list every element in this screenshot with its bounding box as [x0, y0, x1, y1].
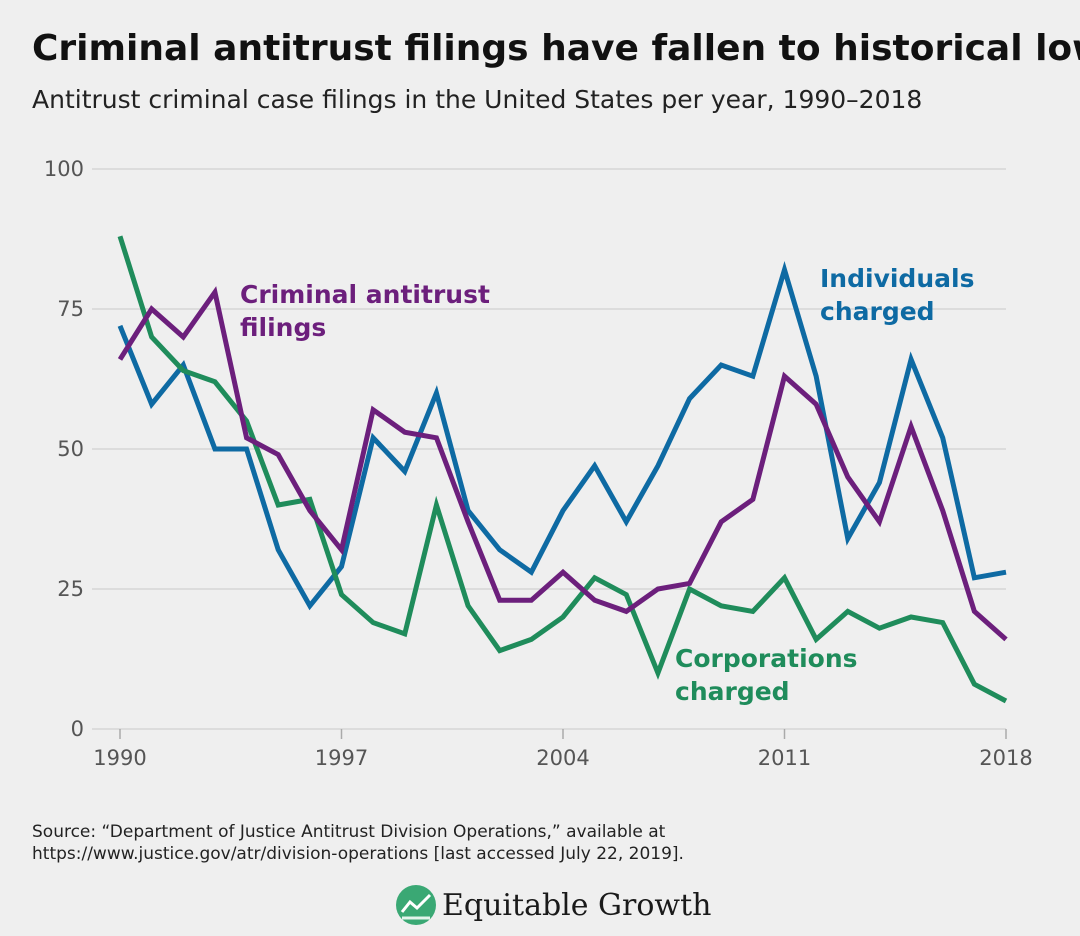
y-tick-label: 100	[44, 157, 84, 181]
series-label-text: Criminal antitrust filings	[240, 280, 490, 342]
logo-icon	[396, 885, 436, 925]
series-label: Criminal antitrust filings	[240, 280, 490, 342]
y-tick-label: 0	[71, 717, 84, 741]
source-line: https://www.justice.gov/atr/division-ope…	[32, 844, 684, 864]
x-tick-label: 1997	[315, 746, 368, 770]
chart-title: Criminal antitrust filings have fallen t…	[32, 28, 1080, 69]
x-tick-label: 2004	[536, 746, 589, 770]
y-tick-label: 50	[57, 437, 84, 461]
chart-subtitle: Antitrust criminal case filings in the U…	[32, 85, 922, 114]
series-line	[117, 286, 1008, 642]
series-line	[117, 261, 1007, 611]
series-label: Individuals charged	[820, 264, 975, 326]
plot-area: 0 25 50 75 100 1990 1997 2004 2011 2018 Individual…	[44, 157, 1033, 770]
series-label-text: Individuals charged	[820, 264, 975, 326]
y-tick-label: 75	[57, 297, 84, 321]
source-line: Source: “Department of Justice Antitrust…	[32, 822, 666, 842]
series-label: Corporations charged	[675, 644, 858, 706]
x-tick-label: 2018	[979, 746, 1032, 770]
series-label-text: Corporations charged	[675, 644, 858, 706]
x-tick-label: 1990	[93, 746, 146, 770]
x-tick-label: 2011	[758, 746, 811, 770]
brand-name: Equitable Growth	[442, 888, 711, 923]
y-tick-label: 25	[57, 577, 84, 601]
series-line	[117, 235, 1008, 704]
